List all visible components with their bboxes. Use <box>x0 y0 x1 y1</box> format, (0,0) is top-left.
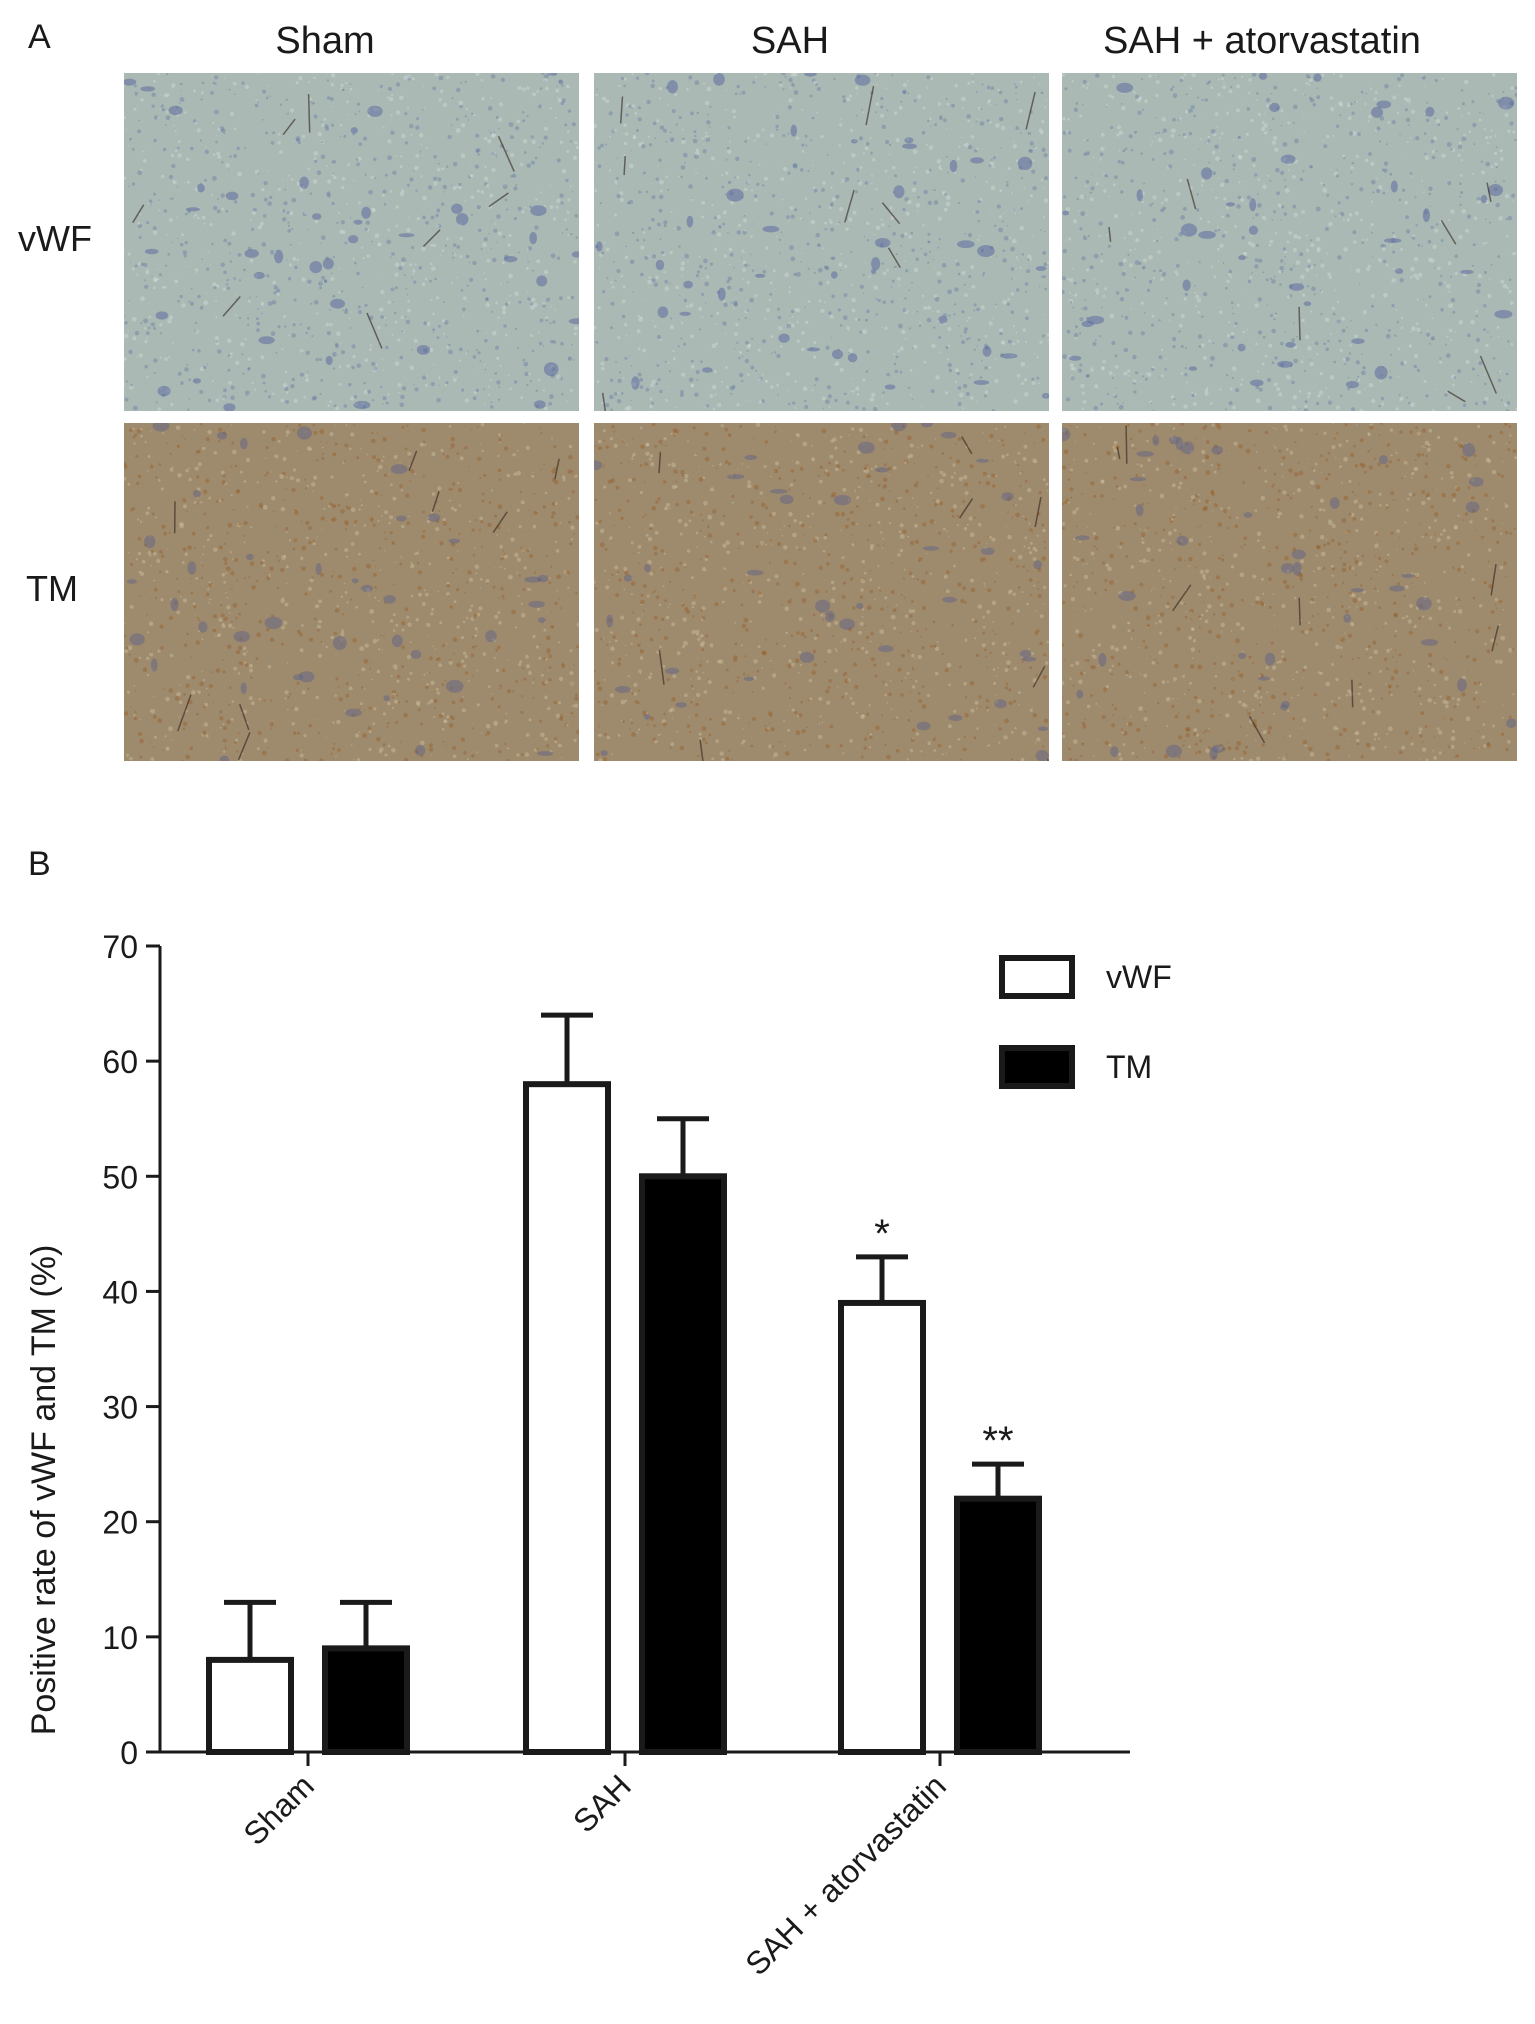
micrograph-tm-sah-atorvastatin <box>1062 423 1517 761</box>
tissue-background <box>124 423 579 761</box>
bar-chart: Positive rate of vWF and TM (%) 0 10 20 30 4… <box>25 929 1172 1982</box>
legend-swatch-tm <box>999 1045 1075 1089</box>
tissue-texture <box>594 73 1049 411</box>
tissue-texture <box>1062 423 1517 761</box>
y-tick-label: 60 <box>102 1044 138 1080</box>
y-tick-label: 40 <box>102 1274 138 1310</box>
y-tick-label: 30 <box>102 1390 138 1426</box>
legend-label-vwf: vWF <box>1106 959 1172 995</box>
y-tick-label: 20 <box>102 1505 138 1541</box>
column-header-sah-atorvastatin: SAH + atorvastatin <box>1103 20 1421 62</box>
bar-vwf-1 <box>206 1656 294 1756</box>
micrograph-tm-sah <box>594 423 1049 761</box>
tissue-texture <box>1062 73 1517 411</box>
micrograph-vwf-sham <box>124 73 579 411</box>
row-header-tm: TM <box>26 568 78 609</box>
bar-tm-2 <box>639 1173 727 1755</box>
tissue-background <box>594 73 1049 411</box>
y-tick-label: 0 <box>120 1735 138 1771</box>
y-tick-label: 10 <box>102 1620 138 1656</box>
y-axis-label: Positive rate of vWF and TM (%) <box>25 1245 63 1736</box>
tissue-background <box>594 423 1049 761</box>
bar-vwf-2 <box>523 1081 611 1755</box>
panel-b-letter: B <box>28 845 51 883</box>
bar-vwf-3 <box>838 1299 926 1755</box>
micrograph-vwf-sah <box>594 73 1049 411</box>
row-header-vwf: vWF <box>18 218 92 259</box>
tissue-texture <box>124 423 579 761</box>
micrograph-vwf-sah-atorvastatin <box>1062 73 1517 411</box>
column-header-sham: Sham <box>275 20 375 62</box>
micrograph-tm-sham <box>124 423 579 761</box>
legend-label-tm: TM <box>1106 1049 1152 1085</box>
tissue-texture <box>594 423 1049 761</box>
significance-marker: ** <box>982 1419 1013 1463</box>
bar-tm-3 <box>954 1495 1042 1756</box>
tissue-texture <box>124 73 579 411</box>
tissue-background <box>1062 73 1517 411</box>
significance-marker: * <box>874 1212 890 1256</box>
x-tick-label: SAH <box>566 1767 638 1839</box>
y-tick-label: 50 <box>102 1159 138 1195</box>
column-header-sah: SAH <box>750 20 830 62</box>
x-tick-label: SAH + atorvastatin <box>738 1767 953 1982</box>
y-tick-label: 70 <box>102 929 138 965</box>
panel-a-letter: A <box>28 18 51 56</box>
bar-tm-1 <box>322 1645 410 1755</box>
legend-swatch-vwf <box>999 955 1075 999</box>
x-tick-label: Sham <box>236 1767 321 1852</box>
